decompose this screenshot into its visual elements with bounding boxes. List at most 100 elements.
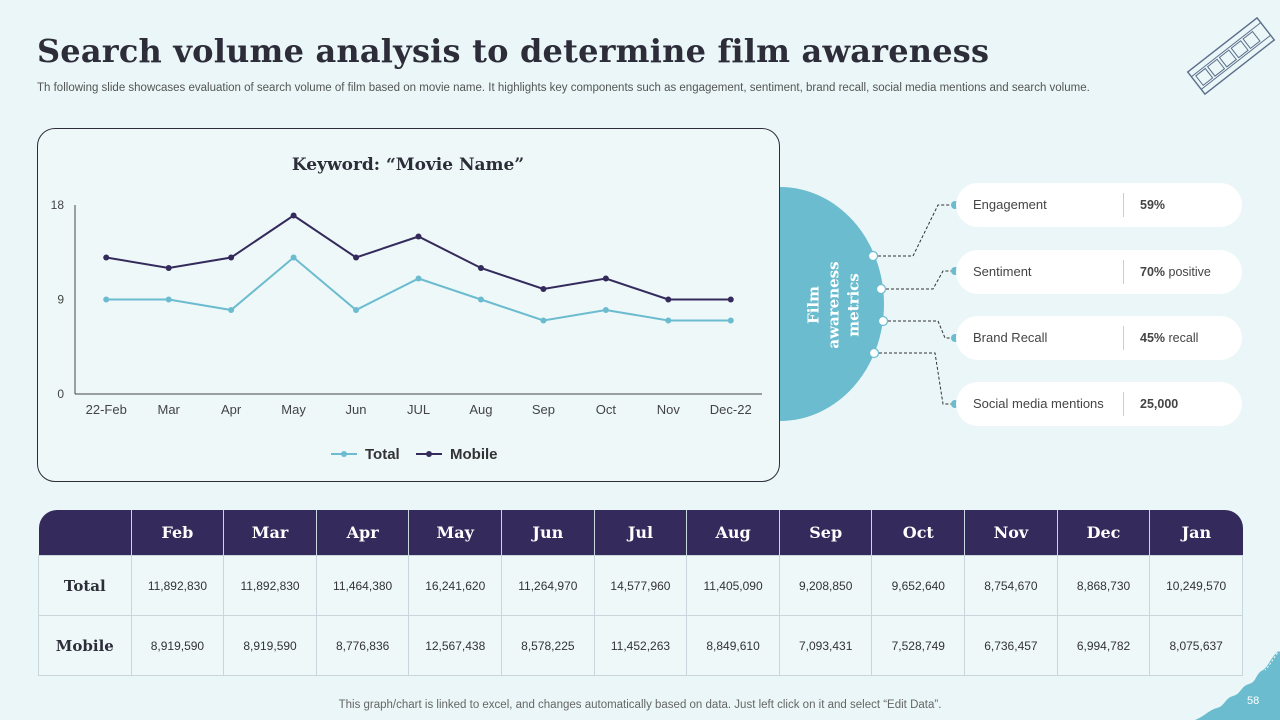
y-tick-label: 0 (57, 387, 64, 401)
x-tick-label: 22-Feb (86, 402, 127, 417)
x-tick-label: Nov (657, 402, 681, 417)
data-point-total[interactable] (540, 317, 547, 324)
table-row-mobile: Mobile 8,919,590 8,919,590 8,776,836 12,… (38, 615, 1243, 676)
table-cell: 8,849,610 (686, 615, 780, 676)
table-header-cell: Jun (501, 510, 595, 556)
chart-title: Keyword: “Movie Name” (292, 155, 524, 175)
metric-value: 70% (1140, 265, 1166, 279)
table-cell: 8,868,730 (1056, 555, 1151, 616)
data-point-total[interactable] (727, 317, 734, 324)
table-cell: 9,208,850 (778, 555, 873, 616)
table-header-cell: Mar (223, 510, 317, 556)
x-tick-label: Dec-22 (710, 402, 752, 417)
table-header-cell: Apr (315, 510, 409, 556)
table-cell: 8,578,225 (501, 615, 595, 676)
metric-value: 59% (1140, 198, 1166, 212)
data-point-total[interactable] (290, 254, 297, 261)
table-header-cell: Aug (686, 510, 780, 556)
data-point-total[interactable] (103, 296, 110, 303)
table-header-cell: Jan (1149, 510, 1243, 556)
table-header-row: Feb Mar Apr May Jun Jul Aug Sep Oct Nov … (38, 510, 1243, 556)
x-tick-label: Oct (596, 402, 617, 417)
data-point-total[interactable] (353, 307, 360, 313)
metric-brand-recall: Brand Recall 45% recall (956, 316, 1242, 360)
data-point-mobile[interactable] (602, 275, 609, 282)
data-point-mobile[interactable] (477, 265, 484, 271)
data-point-total[interactable] (415, 275, 422, 282)
table-cell: 8,754,670 (964, 555, 1058, 616)
data-point-mobile[interactable] (415, 233, 422, 240)
data-point-total[interactable] (602, 307, 609, 313)
table-cell: 11,405,090 (686, 555, 780, 616)
table-header-cell: Nov (964, 510, 1058, 556)
footnote: This graph/chart is linked to excel, and… (338, 699, 942, 711)
x-tick-label: JUL (407, 402, 430, 417)
table-cell: 11,264,970 (501, 555, 595, 616)
x-tick-label: Aug (469, 402, 492, 417)
table-cell: 6,994,782 (1056, 615, 1151, 676)
table-header-cell: Feb (130, 510, 224, 556)
y-tick-label: 18 (51, 198, 65, 212)
table-cell: 9,652,640 (871, 555, 966, 616)
data-point-mobile[interactable] (165, 265, 172, 271)
data-point-mobile[interactable] (290, 212, 297, 219)
table-cell: 11,892,830 (130, 555, 225, 616)
table-cell: 8,075,637 (1149, 615, 1243, 676)
data-point-mobile[interactable] (103, 254, 110, 261)
metric-value: 25,000 (1140, 397, 1179, 411)
data-point-mobile[interactable] (228, 254, 235, 261)
data-point-total[interactable] (165, 296, 172, 303)
table-cell: 11,464,380 (315, 555, 410, 616)
data-point-mobile[interactable] (353, 254, 360, 261)
x-tick-label: Apr (221, 402, 242, 417)
table-cell: 8,776,836 (315, 615, 410, 676)
metric-name: Engagement (973, 197, 1047, 212)
table-header-cell: Dec (1056, 510, 1150, 556)
legend-label-total: Total (365, 446, 400, 463)
chart-legend: Total Mobile (331, 446, 498, 463)
table-cell: 11,892,830 (223, 555, 317, 616)
table-cell: 7,528,749 (871, 615, 966, 676)
data-point-total[interactable] (228, 307, 235, 313)
table-header-cell: May (408, 510, 502, 556)
metric-connectors (867, 201, 959, 408)
table-header-cell: Sep (778, 510, 872, 556)
page-subtitle: Th following slide showcases evaluation … (37, 82, 1090, 94)
metric-value: 45% (1140, 331, 1166, 345)
data-point-mobile[interactable] (540, 286, 547, 292)
table-header-cell: Jul (593, 510, 687, 556)
table-cell: 12,567,438 (408, 615, 503, 676)
metric-name: Brand Recall (973, 330, 1048, 345)
table-cell: 8,919,590 (130, 615, 225, 676)
metric-sentiment: Sentiment 70% positive (956, 250, 1242, 294)
table-cell: 7,093,431 (778, 615, 873, 676)
table-row-total: Total 11,892,830 11,892,830 11,464,380 1… (38, 555, 1243, 616)
search-volume-table: Feb Mar Apr May Jun Jul Aug Sep Oct Nov … (38, 510, 1243, 676)
data-point-mobile[interactable] (727, 296, 734, 303)
metric-name: Social media mentions (973, 396, 1104, 411)
data-point-total[interactable] (477, 296, 484, 303)
film-awareness-semicircle (780, 187, 884, 421)
metric-name: Sentiment (973, 264, 1032, 279)
x-tick-label: Mar (157, 402, 180, 417)
legend-label-mobile: Mobile (450, 446, 498, 463)
chart-panel[interactable]: Keyword: “Movie Name” 0 9 18 22-Feb Mar Apr M… (37, 128, 780, 482)
legend-marker-mobile (426, 451, 432, 457)
data-point-total[interactable] (665, 317, 672, 324)
table-cell: 10,249,570 (1149, 555, 1243, 616)
metric-engagement: Engagement 59% (956, 183, 1242, 227)
table-cell: 16,241,620 (408, 555, 503, 616)
legend-marker-total (341, 451, 347, 457)
x-tick-label: Sep (532, 402, 555, 417)
line-chart[interactable]: Keyword: “Movie Name” 0 9 18 22-Feb Mar Apr M… (38, 129, 779, 481)
table-cell: 8,919,590 (223, 615, 317, 676)
film-strip-icon (1186, 16, 1276, 96)
page-number: 58 (1247, 695, 1260, 707)
metrics-panel-label: Film awareness metrics (805, 261, 864, 349)
series-line-mobile[interactable] (106, 214, 731, 301)
data-point-mobile[interactable] (665, 296, 672, 303)
corner-decoration (1195, 650, 1280, 720)
table-cell: 11,452,263 (593, 615, 688, 676)
table-cell: 14,577,960 (593, 555, 688, 616)
x-tick-label: May (281, 402, 306, 417)
